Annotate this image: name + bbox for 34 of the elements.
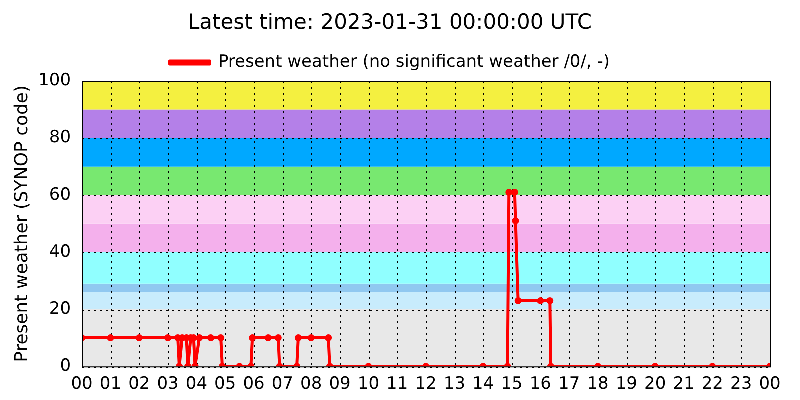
x-tick-label: 18 (587, 374, 609, 394)
x-tick-label: 13 (444, 374, 466, 394)
x-tick-label: 23 (730, 374, 752, 394)
x-tick-label: 03 (157, 374, 179, 394)
x-tick-label: 10 (358, 374, 380, 394)
x-tick-label: 01 (100, 374, 122, 394)
y-axis-title: Present weather (SYNOP code) (11, 85, 32, 362)
x-tick-label: 05 (214, 374, 236, 394)
y-tick-label: 40 (49, 242, 72, 262)
y-tick-label: 80 (49, 128, 72, 148)
x-tick-label: 11 (386, 374, 408, 394)
x-tick-label: 00 (759, 374, 781, 394)
x-tick-label: 04 (186, 374, 208, 394)
x-tick-label: 17 (558, 374, 580, 394)
x-tick-label: 16 (530, 374, 552, 394)
x-tick-label: 00 (71, 374, 93, 394)
x-tick-label: 20 (644, 374, 666, 394)
x-tick-label: 14 (472, 374, 494, 394)
x-tick-label: 15 (501, 374, 523, 394)
x-tick-label: 12 (415, 374, 437, 394)
y-tick-label: 20 (49, 298, 72, 319)
x-tick-label: 19 (616, 374, 638, 394)
x-tick-label: 22 (702, 374, 724, 394)
legend-label: Present weather (no significant weather /0/, -) (218, 52, 610, 72)
x-tick-label: 09 (329, 374, 351, 394)
y-tick-label: 0 (60, 356, 72, 376)
x-tick-label: 07 (272, 374, 294, 394)
x-tick-label: 21 (673, 374, 695, 394)
x-tick-label: 02 (128, 374, 150, 394)
x-tick-label: 08 (300, 374, 322, 394)
chart-title: Latest time: 2023-01-31 00:00:00 UTC (188, 10, 592, 34)
y-tick-label: 100 (38, 70, 72, 91)
y-tick-label: 60 (49, 184, 72, 205)
x-tick-label: 06 (243, 374, 265, 394)
